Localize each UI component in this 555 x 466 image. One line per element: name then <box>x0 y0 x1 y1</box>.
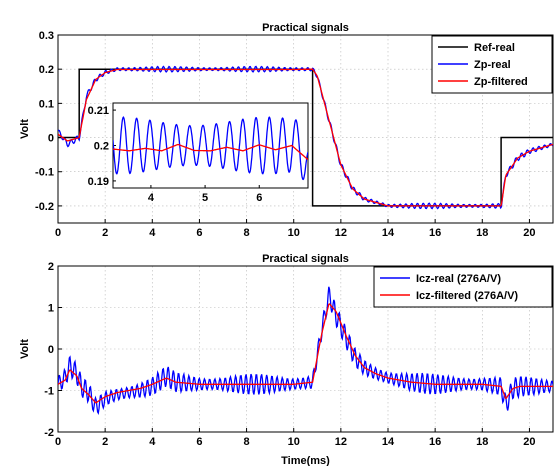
series-line-ref-real <box>58 68 553 207</box>
chart-title: Practical signals <box>262 22 349 34</box>
inset-y-tick-label: 0.21 <box>88 105 109 117</box>
legend-entry: Icz-real (276A/V) <box>416 273 501 285</box>
x-tick-label: 6 <box>196 227 202 239</box>
x-tick-label: 10 <box>288 436 300 448</box>
x-tick-label: 12 <box>335 227 347 239</box>
x-tick-label: 14 <box>382 436 395 448</box>
x-tick-label: 14 <box>382 227 395 239</box>
plot-frame <box>57 34 554 224</box>
y-tick-label: 0.3 <box>39 30 54 42</box>
y-tick-label: -1 <box>44 386 54 398</box>
x-tick-label: 18 <box>476 227 488 239</box>
legend-entry: Zp-filtered <box>474 76 528 88</box>
y-tick-label: -2 <box>44 427 54 439</box>
x-tick-label: 6 <box>196 436 202 448</box>
inset-y-tick-label: 0.19 <box>88 176 109 188</box>
y-tick-label: 1 <box>48 303 54 315</box>
y-tick-label: -0.1 <box>35 167 54 179</box>
x-tick-label: 20 <box>523 436 535 448</box>
x-tick-label: 20 <box>523 227 535 239</box>
legend-entry: Ref-real <box>474 42 515 54</box>
x-tick-label: 16 <box>429 436 441 448</box>
x-tick-label: 18 <box>476 436 488 448</box>
y-tick-label: 0.2 <box>39 64 54 76</box>
x-tick-label: 12 <box>335 436 347 448</box>
y-axis-label: Volt <box>19 339 31 359</box>
x-tick-label: 8 <box>244 436 250 448</box>
inset-series-line-zp-filtered <box>113 143 308 161</box>
inset-x-tick-label: 6 <box>256 192 262 204</box>
legend-entry: Zp-real <box>474 59 511 71</box>
series-line-icz-filtered-276a-v- <box>58 303 553 404</box>
y-tick-label: 2 <box>48 261 54 273</box>
x-tick-label: 0 <box>55 227 61 239</box>
y-tick-label: 0 <box>48 344 54 356</box>
x-tick-label: 2 <box>102 436 108 448</box>
x-tick-label: 8 <box>244 227 250 239</box>
y-tick-label: 0.1 <box>39 98 54 110</box>
legend-entry: Icz-filtered (276A/V) <box>416 290 518 302</box>
x-tick-label: 4 <box>149 436 156 448</box>
inset-x-tick-label: 5 <box>202 192 208 204</box>
x-axis-label: Time(ms) <box>281 455 330 466</box>
y-tick-label: 0 <box>48 133 54 145</box>
inset-x-tick-label: 4 <box>148 192 155 204</box>
x-tick-label: 4 <box>149 227 156 239</box>
inset-y-tick-label: 0.2 <box>94 141 109 153</box>
chart-top: 0 2 4 6 8 10 12 14 16 18 20 -0.2 -0.1 0 0.1 0.2 0.3 Pract… <box>19 22 554 239</box>
y-axis-label: Volt <box>19 119 31 139</box>
y-tick-label: -0.2 <box>35 201 54 213</box>
x-tick-label: 0 <box>55 436 61 448</box>
inset-series-line-zp-real <box>113 116 308 181</box>
x-tick-label: 10 <box>288 227 300 239</box>
legend-box <box>373 266 553 308</box>
chart-top-inset: 4 5 6 0.19 0.2 0.21 <box>88 102 309 204</box>
series-line-icz-real-276a-v- <box>58 286 553 416</box>
x-tick-label: 2 <box>102 227 108 239</box>
chart-title: Practical signals <box>262 253 349 265</box>
series-line-zp-filtered <box>58 68 553 207</box>
x-tick-label: 16 <box>429 227 441 239</box>
